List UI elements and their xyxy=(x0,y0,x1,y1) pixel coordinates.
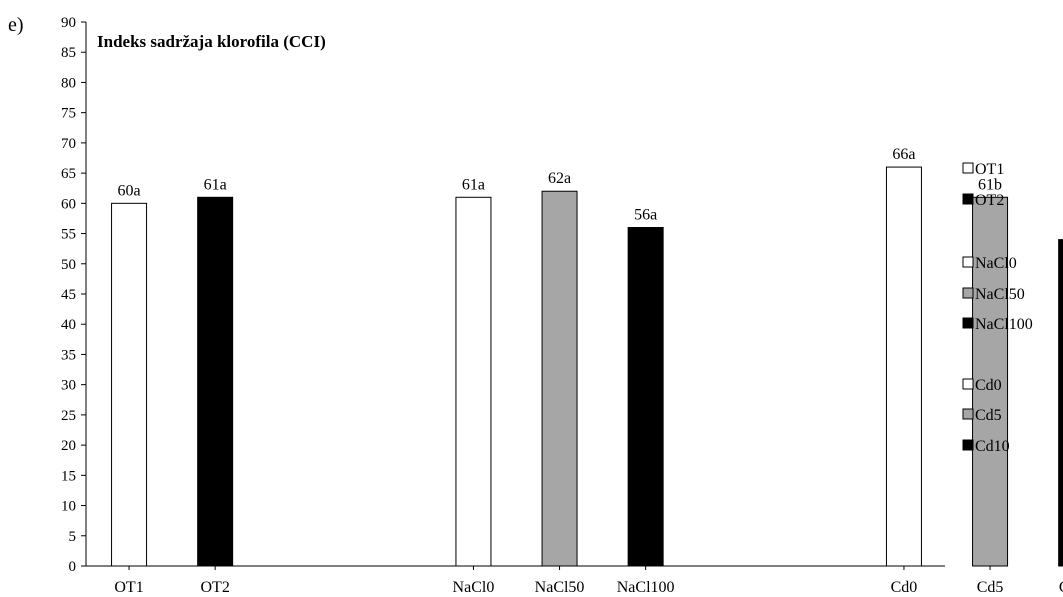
legend-item: OT2 xyxy=(962,192,1004,209)
legend-label: Cd5 xyxy=(975,407,1002,424)
x-tick-label: NaCl100 xyxy=(617,579,675,596)
legend-item: NaCl100 xyxy=(962,316,1033,333)
legend-label: Cd0 xyxy=(975,377,1002,394)
data-label: 66a xyxy=(892,146,915,163)
legend-label: NaCl50 xyxy=(975,286,1025,303)
bar-ot1 xyxy=(111,202,148,567)
legend-item: NaCl0 xyxy=(962,255,1017,272)
bar-nacl0 xyxy=(455,196,492,567)
legend: OT1 OT2 NaCl0 NaCl50 NaCl100 Cd0 Cd5 Cd10 xyxy=(962,161,1033,455)
y-tick-label: 10 xyxy=(61,499,76,515)
x-axis: OT1 OT2 NaCl0 NaCl50 NaCl100 Cd0 Cd5 Cd10 xyxy=(86,565,1063,596)
legend-item: NaCl50 xyxy=(962,286,1025,303)
x-tick-label: OT1 xyxy=(114,579,143,596)
x-tick-label: Cd10 xyxy=(1059,579,1063,596)
x-tick-label: NaCl50 xyxy=(535,579,585,596)
legend-swatch xyxy=(962,193,974,205)
y-tick-label: 45 xyxy=(61,287,76,303)
bar-ot2 xyxy=(197,196,234,567)
legend-item: Cd5 xyxy=(962,407,1002,424)
legend-swatch xyxy=(962,256,974,268)
y-tick-label: 60 xyxy=(61,196,76,212)
legend-swatch xyxy=(962,162,974,174)
legend-swatch xyxy=(962,408,974,420)
y-tick-label: 70 xyxy=(61,136,76,152)
x-tick-label: OT2 xyxy=(200,579,229,596)
panel-label: e) xyxy=(8,14,24,36)
legend-label: Cd10 xyxy=(975,438,1010,455)
bars: 60a61a61a62a56a66a61b54c xyxy=(111,146,1063,567)
data-label: 60a xyxy=(117,182,140,199)
data-label: 62a xyxy=(548,170,571,187)
y-tick-label: 55 xyxy=(61,227,76,243)
y-tick-label: 20 xyxy=(61,438,76,454)
y-tick-label: 40 xyxy=(61,317,76,333)
data-label: 61a xyxy=(462,176,485,193)
data-label: 61b xyxy=(978,176,1002,193)
y-tick-label: 75 xyxy=(61,106,76,122)
bar-nacl50 xyxy=(541,190,578,567)
y-tick-label: 0 xyxy=(69,559,77,575)
y-tick-label: 50 xyxy=(61,257,76,273)
y-tick-label: 5 xyxy=(69,529,77,545)
x-tick-label: NaCl0 xyxy=(453,579,495,596)
legend-label: OT1 xyxy=(975,161,1004,178)
x-tick-label: Cd5 xyxy=(977,579,1004,596)
bar-nacl100 xyxy=(627,227,664,567)
y-tick-label: 90 xyxy=(61,15,76,31)
y-tick-label: 15 xyxy=(61,468,76,484)
data-label: 56a xyxy=(634,207,657,224)
legend-label: NaCl100 xyxy=(975,316,1033,333)
legend-swatch xyxy=(962,378,974,390)
y-tick-label: 30 xyxy=(61,378,76,394)
bar-cd10 xyxy=(1058,239,1063,567)
bar-cd0 xyxy=(885,166,922,567)
legend-item: Cd10 xyxy=(962,438,1010,455)
legend-swatch xyxy=(962,317,974,329)
y-tick-label: 25 xyxy=(61,408,76,424)
legend-swatch xyxy=(962,439,974,451)
y-tick-label: 85 xyxy=(61,45,76,61)
y-tick-label: 65 xyxy=(61,166,76,182)
y-axis: 0 5 10 15 20 25 30 35 40 45 50 55 60 65 70 75 80 85 90 xyxy=(61,15,87,575)
x-tick-label: Cd0 xyxy=(891,579,918,596)
y-tick-label: 35 xyxy=(61,347,76,363)
chart-title: Indeks sadržaja klorofila (CCI) xyxy=(97,32,326,51)
y-tick-label: 80 xyxy=(61,75,76,91)
legend-item: OT1 xyxy=(962,161,1004,178)
legend-swatch xyxy=(962,287,974,299)
bar-cd5 xyxy=(972,196,1009,567)
data-label: 61a xyxy=(204,176,227,193)
legend-item: Cd0 xyxy=(962,377,1002,394)
legend-label: OT2 xyxy=(975,192,1004,209)
legend-label: NaCl0 xyxy=(975,255,1017,272)
